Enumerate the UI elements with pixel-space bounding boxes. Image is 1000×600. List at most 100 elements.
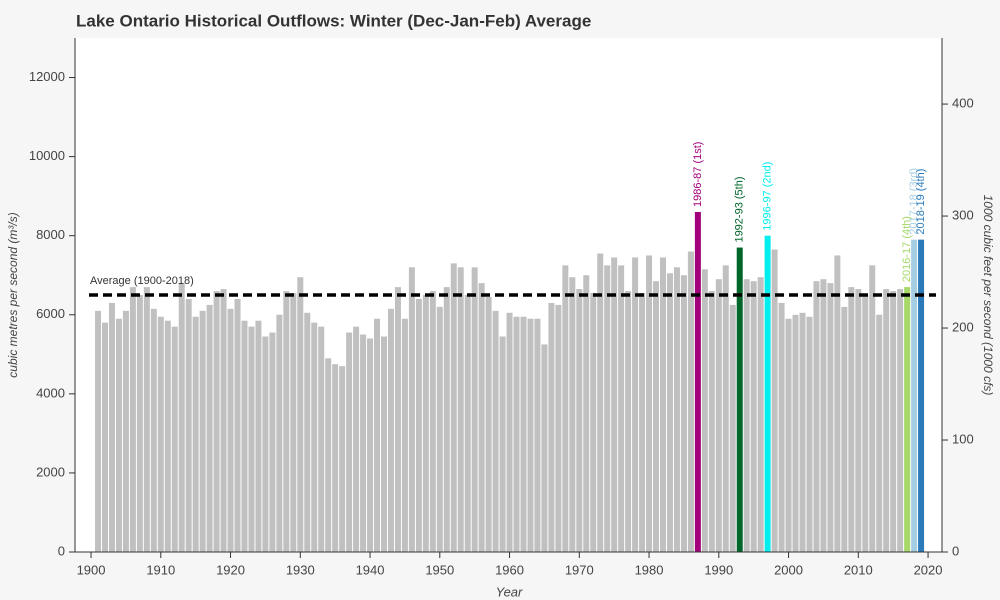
bar <box>666 273 673 552</box>
bar <box>367 338 374 552</box>
bar <box>380 336 387 552</box>
highlight-label: 1996-97 (2nd) <box>762 162 774 231</box>
bar <box>199 310 206 552</box>
bar <box>325 358 332 552</box>
bar <box>234 298 241 552</box>
bar <box>625 291 632 552</box>
y-axis-label: cubic metres per second (m³/s) <box>6 212 20 377</box>
x-tick-label: 2020 <box>914 562 943 577</box>
bar <box>394 287 401 552</box>
x-tick-label: 1930 <box>286 562 315 577</box>
bar <box>387 308 394 552</box>
bar <box>241 320 248 552</box>
bar <box>401 318 408 552</box>
bar <box>680 275 687 552</box>
bar <box>332 364 339 552</box>
bar <box>478 283 485 552</box>
bar <box>297 277 304 552</box>
bar <box>283 291 290 552</box>
bar <box>855 289 862 552</box>
bar <box>618 265 625 552</box>
bar <box>548 302 555 552</box>
bar <box>164 320 171 552</box>
bar <box>729 304 736 552</box>
bar <box>318 326 325 552</box>
highlight-label: 2016-17 (4th) <box>901 216 913 282</box>
bar <box>262 336 269 552</box>
y2-tick-label: 100 <box>952 431 974 446</box>
highlight-label: 2017-18 (3rd) <box>908 168 920 235</box>
bar <box>576 289 583 552</box>
x-tick-label: 2010 <box>844 562 873 577</box>
bar <box>715 279 722 552</box>
x-tick-label: 1910 <box>146 562 175 577</box>
bar <box>499 336 506 552</box>
highlight-label: 1992-93 (5th) <box>734 177 746 243</box>
bar <box>722 265 729 552</box>
bar <box>464 295 471 552</box>
bar <box>290 293 297 552</box>
bar <box>687 251 694 552</box>
y2-tick-label: 200 <box>952 319 974 334</box>
y2-tick-label: 0 <box>952 543 959 558</box>
bar <box>171 326 178 552</box>
bar <box>129 287 136 552</box>
bar <box>513 316 520 552</box>
x-tick-label: 1900 <box>77 562 106 577</box>
bar <box>827 283 834 552</box>
bar <box>639 293 646 552</box>
bar <box>276 314 283 552</box>
bar <box>750 281 757 552</box>
bar <box>485 296 492 552</box>
bar <box>450 263 457 552</box>
bar <box>785 318 792 552</box>
bar <box>653 281 660 552</box>
bar <box>269 332 276 552</box>
bar <box>918 239 925 552</box>
bar <box>562 265 569 552</box>
chart-title: Lake Ontario Historical Outflows: Winter… <box>76 11 591 30</box>
bar <box>569 277 576 552</box>
bar <box>673 267 680 552</box>
bar <box>764 235 771 552</box>
bar <box>360 334 367 552</box>
bar <box>792 314 799 552</box>
bar <box>506 312 513 552</box>
bar <box>520 316 527 552</box>
bar <box>374 318 381 552</box>
bar <box>862 295 869 552</box>
bar <box>415 298 422 552</box>
bar <box>632 257 639 552</box>
y-tick-label: 2000 <box>36 464 65 479</box>
bar <box>897 289 904 552</box>
bar <box>820 279 827 552</box>
y2-tick-label: 300 <box>952 207 974 222</box>
y2-axis-label: 1000 cubic feet per second (1000 cfs) <box>981 195 995 396</box>
bar <box>213 291 220 552</box>
x-tick-label: 1950 <box>425 562 454 577</box>
bar <box>339 366 346 552</box>
bar <box>869 265 876 552</box>
bar <box>122 310 129 552</box>
bar <box>108 302 115 552</box>
bar <box>778 302 785 552</box>
y-tick-label: 4000 <box>36 385 65 400</box>
bar <box>701 269 708 552</box>
x-tick-label: 1940 <box>356 562 385 577</box>
bar <box>429 291 436 552</box>
bar <box>890 291 897 552</box>
bar <box>353 326 360 552</box>
bar <box>255 320 262 552</box>
bar <box>115 318 122 552</box>
bar <box>471 267 478 552</box>
bar <box>527 318 534 552</box>
bar <box>694 211 701 552</box>
bar <box>101 322 108 552</box>
bar <box>876 314 883 552</box>
bar <box>304 312 311 552</box>
bar <box>806 316 813 552</box>
bar <box>346 332 353 552</box>
bar <box>834 255 841 552</box>
bar <box>604 265 611 552</box>
bar <box>136 295 143 552</box>
